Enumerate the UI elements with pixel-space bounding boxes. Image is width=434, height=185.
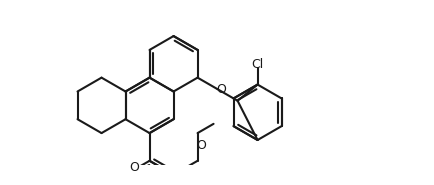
Text: O: O	[216, 83, 226, 96]
Text: Cl: Cl	[251, 58, 264, 71]
Text: O: O	[197, 139, 206, 152]
Text: O: O	[129, 161, 139, 174]
